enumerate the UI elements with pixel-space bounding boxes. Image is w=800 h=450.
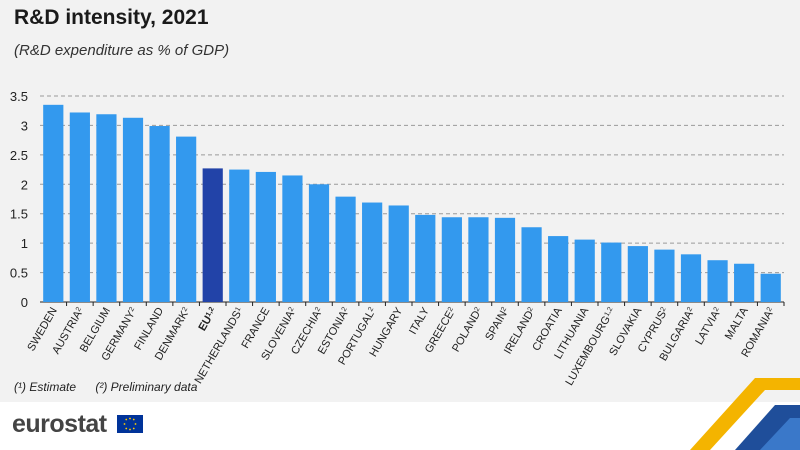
bar bbox=[149, 126, 170, 302]
y-tick-label: 3 bbox=[21, 118, 28, 133]
bar bbox=[707, 260, 728, 302]
footnote-marker: 2 bbox=[340, 306, 348, 313]
footnote-marker: 2 bbox=[765, 306, 773, 313]
x-tick-label: SPAIN2 bbox=[483, 305, 511, 342]
bar bbox=[176, 136, 197, 302]
footnote-marker: 2 bbox=[712, 306, 720, 313]
y-tick-label: 1 bbox=[21, 236, 28, 251]
bar bbox=[654, 249, 675, 302]
footnote-marker: 1,2 bbox=[204, 306, 215, 318]
footnote-marker: 2 bbox=[314, 306, 322, 313]
bar bbox=[468, 217, 489, 302]
bar bbox=[521, 227, 542, 302]
footnote-marker: 2 bbox=[659, 306, 667, 313]
footnote-marker: 2 bbox=[128, 306, 136, 313]
footnotes: (¹) Estimate (²) Preliminary data bbox=[14, 380, 213, 394]
bar bbox=[122, 117, 144, 302]
footnote-marker: 1,2 bbox=[603, 306, 614, 318]
bar bbox=[548, 236, 569, 302]
y-tick-label: 2.5 bbox=[10, 148, 28, 163]
footnote-marker: 1 bbox=[234, 306, 242, 313]
corner-decoration bbox=[690, 378, 800, 450]
bar bbox=[202, 168, 223, 302]
bar bbox=[760, 273, 781, 302]
footnote-marker: 2 bbox=[75, 306, 83, 313]
bar bbox=[335, 196, 356, 302]
y-tick-label: 0.5 bbox=[10, 266, 28, 281]
bar bbox=[96, 114, 117, 302]
footnote-marker: 2 bbox=[686, 306, 694, 313]
bar bbox=[680, 254, 702, 302]
x-tick-label: LATVIA2 bbox=[693, 305, 724, 347]
bar bbox=[229, 169, 250, 302]
x-tick-label: EU1,2 bbox=[196, 305, 219, 333]
bar bbox=[308, 184, 330, 302]
bar bbox=[362, 202, 383, 302]
footnote-estimate: (¹) Estimate bbox=[14, 380, 77, 394]
bar bbox=[574, 239, 595, 302]
bar bbox=[494, 217, 516, 302]
bar bbox=[627, 246, 648, 302]
bar bbox=[43, 104, 64, 302]
footnote-marker: 2 bbox=[287, 306, 295, 313]
bar bbox=[69, 112, 90, 302]
eu-flag-icon bbox=[117, 415, 143, 433]
x-tick-label: MALTA bbox=[723, 305, 751, 342]
bar bbox=[255, 171, 276, 302]
bar bbox=[734, 263, 755, 302]
footnote-marker: 2 bbox=[447, 306, 455, 313]
y-tick-label: 3.5 bbox=[10, 89, 28, 104]
footnote-preliminary: (²) Preliminary data bbox=[95, 380, 198, 394]
bar-chart: 00.511.522.533.5SWEDENAUSTRIA2BELGIUMGER… bbox=[10, 89, 785, 388]
bar bbox=[282, 175, 303, 302]
x-tick-label: NETHERLANDS1 bbox=[193, 305, 246, 385]
bar bbox=[388, 205, 409, 302]
y-tick-label: 2 bbox=[21, 177, 28, 192]
bar bbox=[415, 214, 436, 302]
chart-title: R&D intensity, 2021 bbox=[14, 6, 209, 29]
bar bbox=[601, 242, 622, 302]
eurostat-logo: eurostat bbox=[12, 410, 107, 438]
y-tick-label: 1.5 bbox=[10, 207, 28, 222]
footnote-marker: 2 bbox=[500, 306, 508, 313]
chart-subtitle: (R&D expenditure as % of GDP) bbox=[14, 42, 230, 59]
footnote-marker: 2 bbox=[367, 306, 375, 313]
y-tick-label: 0 bbox=[21, 295, 28, 310]
footnote-marker: 2 bbox=[181, 306, 189, 313]
x-tick-label: ITALY bbox=[407, 305, 432, 337]
x-tick-label: POLAND2 bbox=[450, 305, 485, 354]
footnote-marker: 2 bbox=[473, 306, 481, 313]
bar bbox=[441, 217, 462, 302]
footnote-marker: 2 bbox=[526, 306, 534, 313]
